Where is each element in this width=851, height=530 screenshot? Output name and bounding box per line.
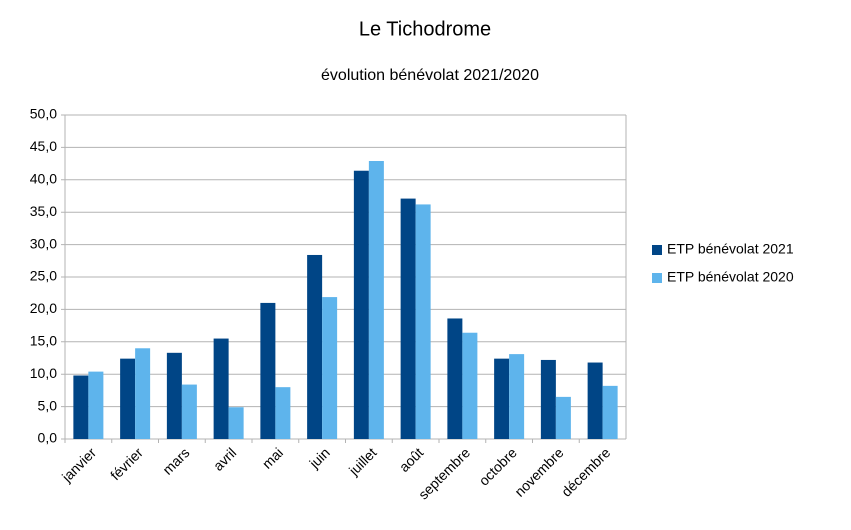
legend-swatch — [652, 245, 662, 255]
x-tick-label: mai — [259, 444, 286, 471]
bar — [73, 375, 89, 439]
y-tick-label: 30,0 — [30, 235, 57, 251]
bar — [602, 385, 618, 439]
bar — [135, 348, 151, 439]
bar — [540, 359, 556, 439]
legend-label: ETP bénévolat 2021 — [667, 241, 794, 257]
legend-label: ETP bénévolat 2020 — [667, 269, 794, 285]
bar — [275, 387, 291, 439]
bar — [555, 396, 571, 439]
x-tick-label: mars — [159, 444, 192, 477]
bar — [213, 338, 229, 439]
x-tick-label: décembre — [558, 444, 613, 499]
legend-swatch — [652, 273, 662, 283]
y-tick-label: 15,0 — [30, 333, 57, 349]
x-tick-label: janvier — [58, 444, 99, 485]
y-tick-label: 40,0 — [30, 171, 57, 187]
x-tick-label: novembre — [511, 444, 566, 499]
y-tick-label: 10,0 — [30, 365, 57, 381]
y-tick-label: 35,0 — [30, 203, 57, 219]
bar — [260, 302, 276, 439]
bar — [322, 297, 338, 439]
bar — [447, 318, 463, 439]
x-tick-label: avril — [210, 444, 239, 473]
bar — [88, 371, 104, 439]
chart-title: Le Tichodrome — [359, 18, 491, 40]
x-tick-label: juillet — [345, 444, 380, 479]
chart-subtitle: évolution bénévolat 2021/2020 — [321, 67, 539, 84]
x-tick-label: février — [107, 444, 146, 483]
bar — [120, 358, 136, 439]
y-tick-label: 20,0 — [30, 300, 57, 316]
x-tick-label: juin — [305, 444, 332, 471]
y-tick-label: 5,0 — [38, 397, 58, 413]
bar — [462, 332, 478, 439]
bar — [509, 354, 525, 439]
bar — [494, 358, 510, 439]
y-tick-label: 45,0 — [30, 138, 57, 154]
bar — [353, 170, 369, 439]
bar — [587, 362, 603, 439]
bar — [166, 352, 182, 439]
y-tick-label: 50,0 — [30, 106, 57, 122]
bar — [400, 198, 416, 439]
bar — [181, 384, 197, 439]
x-tick-label: août — [396, 444, 427, 475]
bar — [307, 254, 323, 439]
x-tick-label: octobre — [476, 444, 520, 488]
bar — [415, 204, 431, 439]
bar — [228, 407, 244, 439]
y-tick-label: 0,0 — [38, 430, 58, 446]
x-tick-label: septembre — [415, 444, 473, 502]
bar — [368, 161, 384, 439]
y-tick-label: 25,0 — [30, 268, 57, 284]
